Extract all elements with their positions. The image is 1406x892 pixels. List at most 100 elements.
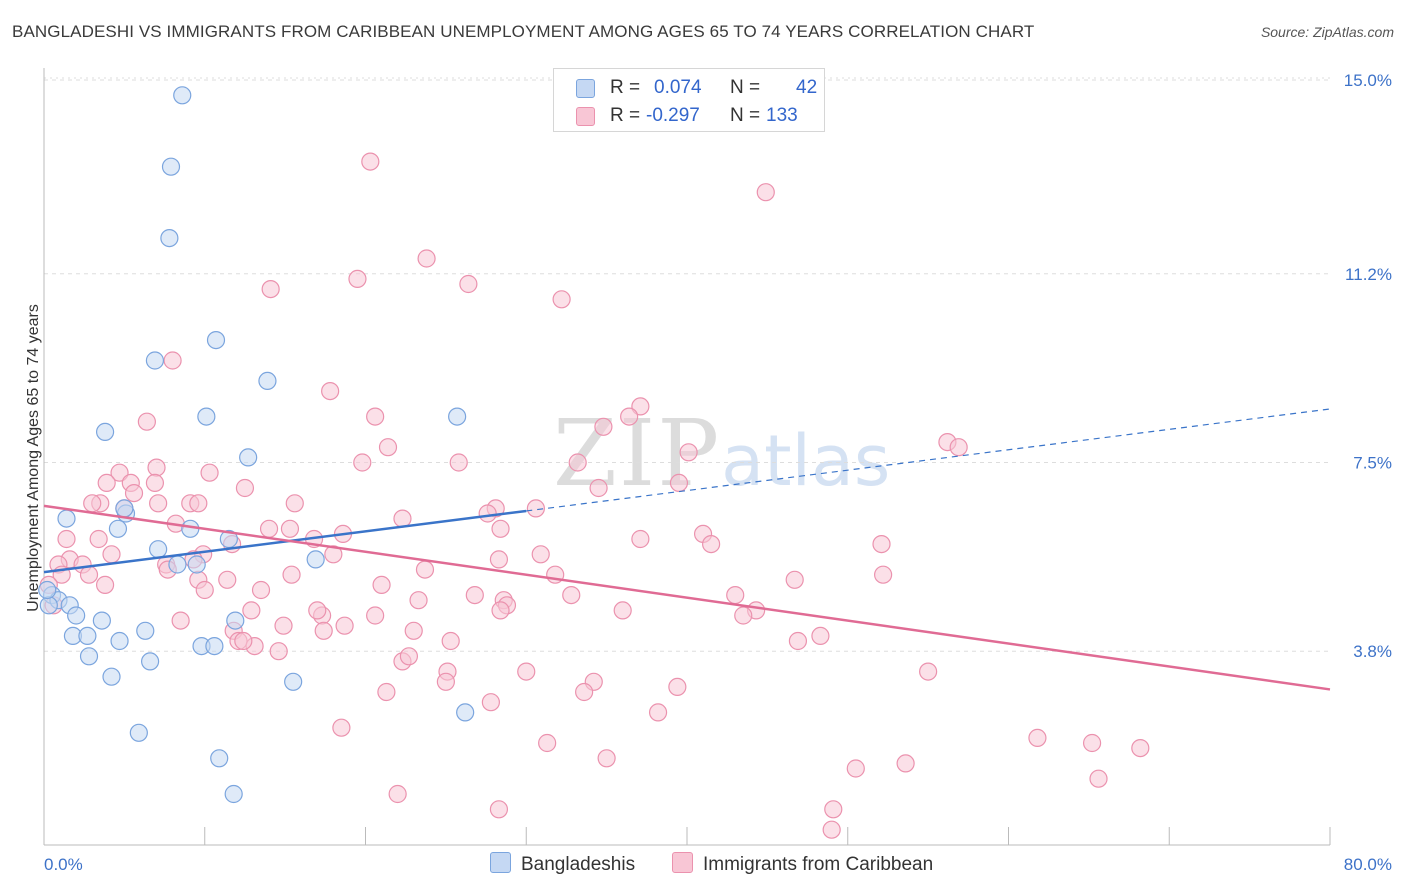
n-value: 133: [766, 105, 798, 126]
watermark-atlas: atlas: [721, 420, 891, 502]
r-value: -0.297: [646, 105, 700, 126]
caribbean-point: [200, 463, 219, 482]
bangladeshi-point: [67, 606, 86, 625]
caribbean-point: [491, 519, 510, 538]
legend-label-bangladeshis: Bangladeshis: [521, 854, 636, 875]
caribbean-point: [631, 397, 650, 416]
bangladeshi-point: [145, 351, 165, 370]
caribbean-point: [589, 478, 608, 498]
bangladeshi-point: [306, 550, 325, 569]
bangladeshi-point: [115, 499, 134, 518]
caribbean-point: [95, 575, 115, 595]
y-tick-label: 11.2%: [1345, 265, 1392, 284]
r-value: 0.074: [654, 77, 702, 98]
y-axis-label: Unemployment Among Ages 65 to 74 years: [25, 304, 42, 612]
caribbean-point: [189, 494, 208, 513]
caribbean-point: [1089, 769, 1108, 788]
caribbean-point: [251, 580, 271, 600]
caribbean-point: [348, 269, 367, 288]
caribbean-point: [669, 473, 689, 492]
caribbean-point: [314, 621, 333, 640]
bangladeshi-point: [205, 636, 224, 656]
caribbean-point: [531, 545, 550, 564]
caribbean-legend-swatch: [672, 852, 693, 873]
legend-item-caribbean: Immigrants from Caribbean: [672, 852, 933, 876]
caribbean-point: [811, 626, 830, 646]
stats-legend: R = 0.074 N = 42 R = -0.297 N = 133: [553, 68, 825, 132]
caribbean-point: [259, 519, 279, 538]
caribbean-point: [949, 438, 968, 457]
caribbean-point: [489, 800, 509, 819]
caribbean-point: [399, 647, 419, 666]
caribbean-point: [361, 152, 380, 171]
n-label: N =: [730, 77, 761, 98]
bangladeshi-point: [95, 422, 115, 441]
caribbean-point: [280, 519, 300, 538]
bangladeshi-point: [258, 371, 277, 390]
caribbean-point: [282, 565, 301, 584]
caribbean-point: [874, 565, 893, 584]
bangladeshi-point: [92, 611, 111, 630]
caribbean-point: [459, 274, 478, 294]
caribbean-point: [788, 631, 808, 651]
caribbean-point: [234, 631, 253, 651]
bangladeshis-swatch: [576, 79, 595, 98]
caribbean-point: [393, 509, 412, 528]
x-tick-label: 0.0%: [44, 855, 83, 874]
caribbean-point: [171, 611, 190, 630]
caribbean-point: [441, 631, 460, 651]
bangladeshi-point: [161, 157, 181, 176]
caribbean-point: [57, 529, 76, 549]
caribbean-point: [478, 504, 497, 523]
caribbean-point: [149, 494, 168, 513]
caribbean-point: [489, 550, 509, 569]
caribbean-point: [491, 601, 510, 620]
caribbean-point: [147, 458, 166, 477]
caribbean-point: [668, 677, 687, 697]
bangladeshi-point: [239, 448, 258, 467]
caribbean-point: [102, 545, 121, 564]
bangladeshi-point: [206, 331, 226, 350]
caribbean-point: [163, 351, 182, 370]
caribbean-point: [372, 575, 391, 595]
y-tick-label: 3.8%: [1353, 642, 1392, 661]
caribbean-point: [353, 453, 372, 472]
bangladeshi-point: [108, 519, 128, 538]
bangladeshi-point: [110, 631, 129, 651]
legend-label-caribbean: Immigrants from Caribbean: [703, 854, 934, 875]
caribbean-point: [235, 478, 255, 498]
caribbean-point: [919, 662, 938, 681]
bangladeshi-point: [173, 86, 192, 105]
caribbean-trend-line: [43, 504, 1331, 691]
bangladeshis-legend-swatch: [490, 852, 511, 873]
source-label: Source: ZipAtlas.com: [1260, 24, 1394, 40]
caribbean-point: [552, 290, 571, 309]
chart-title: BANGLADESHI VS IMMIGRANTS FROM CARIBBEAN…: [12, 22, 1035, 41]
caribbean-point: [145, 473, 165, 492]
caribbean-point: [89, 529, 108, 549]
caribbean-point: [526, 499, 545, 518]
bangladeshi-point: [149, 540, 168, 559]
bangladeshi-point: [102, 667, 121, 686]
caribbean-point: [415, 560, 435, 579]
caribbean-point: [785, 570, 804, 589]
caribbean-point: [538, 733, 557, 753]
caribbean-point: [517, 662, 536, 681]
caribbean-point: [308, 601, 327, 620]
bangladeshi-point: [456, 703, 475, 722]
bangladeshi-point: [38, 580, 57, 600]
bangladeshi-point: [140, 652, 160, 671]
bangladeshi-point: [284, 672, 303, 691]
caribbean-point: [597, 749, 616, 768]
caribbean-point: [409, 591, 428, 610]
bangladeshi-point: [197, 407, 216, 426]
legend-item-bangladeshis: Bangladeshis: [490, 852, 635, 876]
caribbean-point: [436, 672, 455, 691]
caribbean-point: [631, 529, 650, 549]
caribbean-point: [846, 759, 865, 778]
bangladeshi-point: [39, 596, 58, 615]
caribbean-point: [822, 820, 841, 839]
caribbean-point: [269, 642, 288, 661]
y-tick-label: 15.0%: [1344, 71, 1392, 90]
